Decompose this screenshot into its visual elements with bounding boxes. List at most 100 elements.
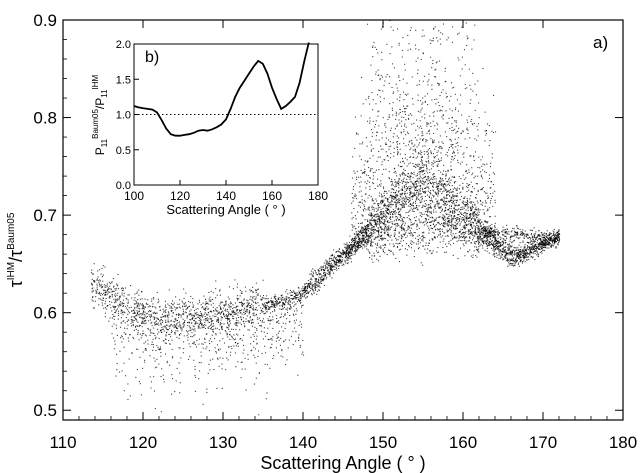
scatter-point <box>238 298 240 300</box>
scatter-point <box>243 344 245 346</box>
scatter-point <box>555 238 557 240</box>
scatter-point <box>108 291 110 293</box>
scatter-point <box>475 249 477 251</box>
scatter-point <box>133 312 135 314</box>
scatter-point <box>543 244 545 246</box>
scatter-point <box>476 233 478 235</box>
scatter-point <box>521 252 523 254</box>
scatter-point <box>493 234 495 236</box>
scatter-point <box>555 241 557 243</box>
scatter-point <box>520 251 522 253</box>
scatter-point <box>424 181 426 183</box>
scatter-point <box>396 182 398 184</box>
scatter-point <box>163 315 165 317</box>
scatter-point <box>98 293 100 295</box>
scatter-point <box>356 242 358 244</box>
scatter-point <box>336 267 338 269</box>
scatter-point <box>516 255 518 257</box>
scatter-point <box>334 264 336 266</box>
scatter-point <box>263 302 265 304</box>
scatter-point <box>508 248 510 250</box>
scatter-point <box>178 303 180 305</box>
scatter-point <box>450 197 452 199</box>
scatter-point <box>113 315 115 317</box>
scatter-point <box>198 299 200 301</box>
scatter-point <box>443 170 445 172</box>
scatter-point <box>438 207 440 209</box>
scatter-point <box>245 318 247 320</box>
scatter-point <box>390 227 392 229</box>
scatter-point <box>302 294 304 296</box>
scatter-point <box>317 281 319 283</box>
scatter-point <box>357 245 359 247</box>
scatter-point <box>442 191 444 193</box>
scatter-point <box>507 253 509 255</box>
scatter-point <box>489 225 491 227</box>
scatter-point <box>340 262 342 264</box>
scatter-point <box>455 226 457 228</box>
scatter-point <box>464 221 466 223</box>
scatter-point <box>269 308 271 310</box>
scatter-point <box>401 202 403 204</box>
scatter-point <box>418 185 420 187</box>
scatter-point <box>428 242 430 244</box>
scatter-point <box>385 238 387 240</box>
scatter-point <box>422 222 424 224</box>
scatter-point <box>480 228 482 230</box>
scatter-point <box>476 248 478 250</box>
scatter-point <box>352 245 354 247</box>
scatter-point <box>387 220 389 222</box>
scatter-point <box>508 252 510 254</box>
scatter-point <box>204 316 206 318</box>
scatter-point <box>544 240 546 242</box>
scatter-point <box>438 223 440 225</box>
scatter-point <box>138 307 140 309</box>
scatter-point <box>360 245 362 247</box>
scatter-point <box>481 239 483 241</box>
scatter-point <box>558 236 560 238</box>
scatter-point <box>115 324 117 326</box>
scatter-point <box>147 303 149 305</box>
scatter-point <box>229 334 231 336</box>
scatter-point <box>488 243 490 245</box>
scatter-point <box>343 243 345 245</box>
scatter-point <box>425 181 427 183</box>
scatter-point <box>173 324 175 326</box>
scatter-point <box>513 253 515 255</box>
scatter-point <box>434 204 436 206</box>
scatter-point <box>377 218 379 220</box>
scatter-point <box>530 243 532 245</box>
scatter-point <box>488 252 490 254</box>
scatter-point <box>443 222 445 224</box>
scatter-point <box>192 306 194 308</box>
scatter-point <box>368 214 370 216</box>
scatter-point <box>412 235 414 237</box>
scatter-point <box>345 257 347 259</box>
scatter-point <box>423 224 425 226</box>
scatter-point <box>458 214 460 216</box>
scatter-point <box>521 261 523 263</box>
scatter-point <box>91 291 93 293</box>
scatter-point <box>300 294 302 296</box>
scatter-point <box>156 292 158 294</box>
scatter-point <box>340 255 342 257</box>
scatter-point <box>401 229 403 231</box>
scatter-point <box>317 286 319 288</box>
scatter-point <box>205 324 207 326</box>
scatter-point <box>392 204 394 206</box>
scatter-point <box>279 301 281 303</box>
scatter-point <box>441 178 443 180</box>
scatter-point <box>467 251 469 253</box>
scatter-point <box>237 299 239 301</box>
scatter-point <box>443 232 445 234</box>
scatter-point <box>535 236 537 238</box>
scatter-point <box>459 184 461 186</box>
scatter-point <box>405 184 407 186</box>
scatter-point <box>446 201 448 203</box>
scatter-point <box>528 247 530 249</box>
scatter-point <box>414 200 416 202</box>
scatter-point <box>286 296 288 298</box>
scatter-point <box>430 206 432 208</box>
scatter-point <box>414 217 416 219</box>
scatter-point <box>249 316 251 318</box>
